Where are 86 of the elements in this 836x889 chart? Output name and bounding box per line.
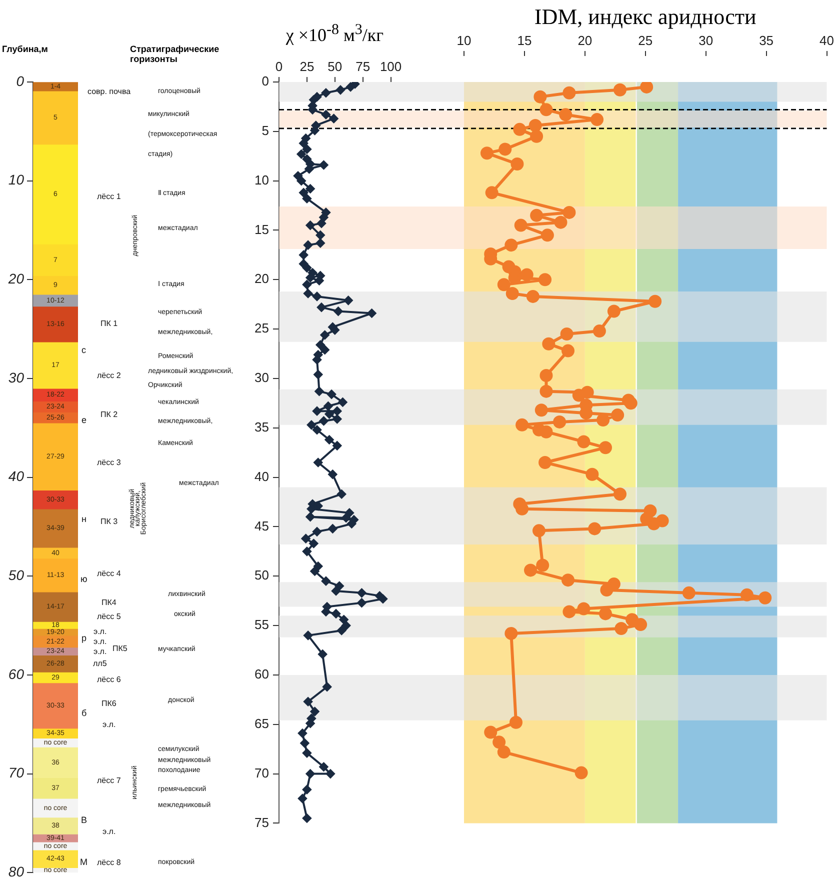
y-tick-label: 40 [254, 468, 269, 484]
y-tick-label: 55 [254, 617, 269, 632]
bar [33, 342, 78, 389]
text: н [82, 514, 86, 524]
y-tick-label: 10 [254, 172, 269, 188]
y-tick-label: 60 [254, 666, 269, 682]
bar [33, 850, 78, 868]
x2-tick-label: 10 [456, 32, 472, 48]
text: ПК6 [102, 699, 116, 708]
text: ПК 1 [100, 318, 118, 328]
x-tick-label: 100 [380, 58, 402, 74]
text: Стратиграфические горизонты [130, 44, 220, 64]
text: ю [80, 574, 88, 584]
y-axis-title: Глубина,м [2, 44, 48, 54]
text: э.л. [94, 636, 107, 646]
text: с [82, 345, 86, 356]
x2-tick-label: 35 [759, 32, 774, 48]
text: B [81, 814, 88, 825]
y-tick-label: 65 [254, 716, 269, 731]
bar [33, 82, 78, 92]
y-tick-label: 45 [254, 518, 269, 534]
bar [33, 306, 78, 342]
bar [33, 682, 78, 729]
text: лёсс 4 [97, 569, 121, 578]
bar [33, 422, 78, 490]
text: лёсс 6 [97, 675, 121, 684]
bar [33, 777, 78, 799]
text: ПК4 [102, 598, 116, 607]
bar [33, 508, 78, 548]
text: M [80, 856, 88, 866]
x-axis-title: χ ×10$^{-8}$ м$^{3}$/кг [286, 22, 384, 46]
y-tick-label: 50 [8, 567, 24, 584]
y-tick-label: 30 [8, 369, 24, 386]
x-tick-label: 25 [300, 58, 314, 74]
y-tick-label: 5 [262, 122, 269, 138]
bar [33, 490, 78, 510]
y-tick-label: 25 [254, 320, 269, 336]
x-tick-label: 0 [275, 58, 283, 74]
text: лёсс 1 [97, 192, 121, 201]
bar [33, 816, 78, 834]
text: лёсс 3 [97, 458, 121, 467]
y-tick-label: 50 [254, 568, 269, 583]
y-tick-label: 60 [8, 666, 24, 682]
x2-tick-label: 25 [638, 32, 653, 48]
y-tick-label: 20 [254, 271, 269, 286]
text: ПК5 [112, 644, 128, 652]
text: лл5 [93, 659, 107, 668]
y-tick-label: 80 [8, 863, 24, 880]
text: совр. почва [88, 87, 131, 96]
text: э.л. [102, 827, 116, 836]
x-tick-label: 50 [328, 58, 342, 74]
x2-tick-label: 30 [698, 32, 714, 48]
x2-tick-label: 20 [578, 32, 592, 48]
y-tick-label: 10 [8, 172, 24, 188]
y-tick-label: 75 [254, 814, 269, 830]
y-tick-label: 70 [254, 765, 269, 780]
y-tick-label: 40 [8, 468, 24, 484]
x2-tick-label: 40 [820, 32, 834, 48]
text: э.л. [102, 720, 116, 729]
text: ПК 2 [100, 410, 118, 420]
bar [33, 144, 78, 244]
y-tick-label: 70 [8, 764, 24, 781]
text: р [82, 633, 87, 644]
text: е [82, 414, 87, 425]
x2-tick-label: 15 [517, 32, 532, 48]
bar [33, 654, 78, 672]
text: лёсс 8 [97, 858, 121, 867]
text: лёсс 7 [97, 776, 121, 785]
x2-axis-title: IDM, индекс аридности [534, 4, 756, 30]
text: лёсс 2 [97, 371, 121, 380]
bar [33, 558, 78, 592]
x-tick-label: 75 [356, 58, 370, 74]
y-tick-label: 20 [7, 270, 24, 287]
y-tick-label: 0 [16, 72, 24, 89]
text: э.л. [94, 626, 107, 636]
text: лёсс 5 [97, 612, 121, 621]
text: э.л. [94, 647, 107, 656]
bar [33, 90, 78, 145]
text: ПК 3 [100, 517, 118, 526]
bar [33, 592, 78, 622]
text: б [82, 708, 87, 718]
y-tick-label: 35 [254, 419, 269, 434]
y-tick-label: 30 [254, 370, 269, 386]
y-tick-label: 0 [262, 74, 269, 89]
y-tick-label: 15 [254, 222, 269, 237]
bar [33, 746, 78, 778]
